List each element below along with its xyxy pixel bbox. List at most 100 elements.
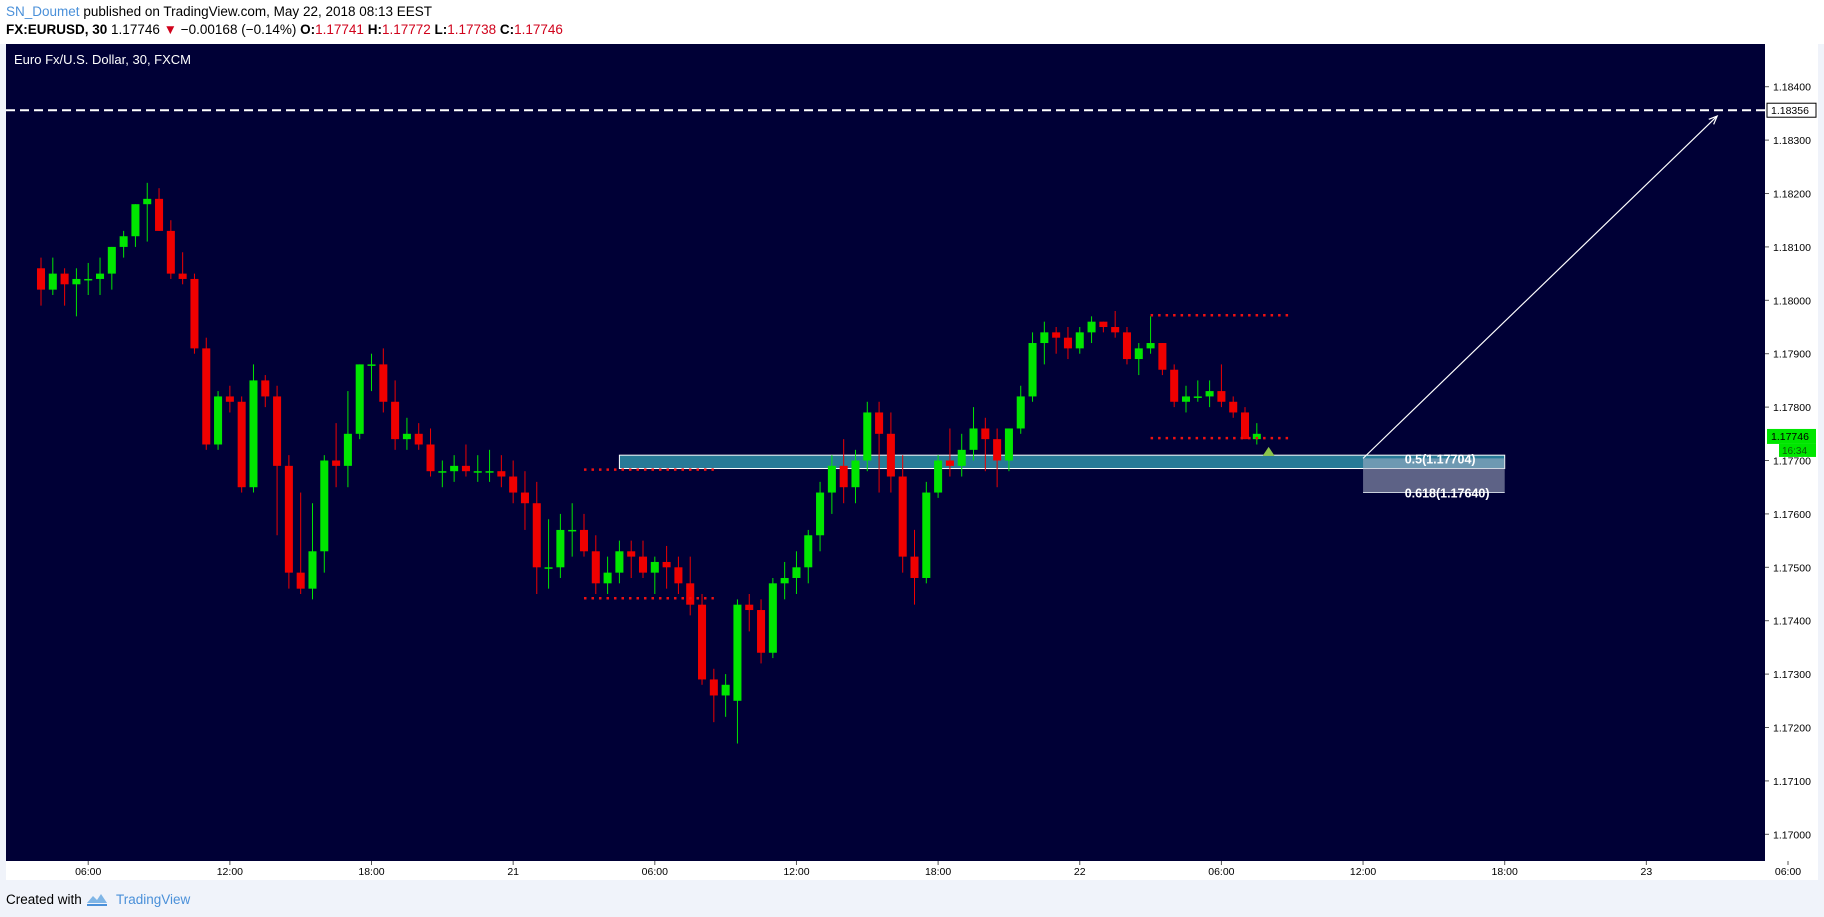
candle-body[interactable]: [816, 492, 825, 536]
candle-body[interactable]: [898, 476, 907, 557]
candle-body[interactable]: [155, 198, 164, 231]
candle-body[interactable]: [662, 561, 671, 568]
candle-body[interactable]: [615, 551, 624, 573]
candle-body[interactable]: [143, 198, 152, 205]
candle-body[interactable]: [969, 428, 978, 450]
candle-body[interactable]: [733, 604, 742, 701]
candle-body[interactable]: [792, 567, 801, 578]
candle-body[interactable]: [190, 278, 199, 349]
candle-body[interactable]: [438, 471, 447, 473]
candle-body[interactable]: [308, 551, 317, 589]
candle-body[interactable]: [875, 412, 884, 434]
projection-arrow[interactable]: [1362, 115, 1718, 459]
candle-body[interactable]: [674, 567, 683, 584]
candle-body[interactable]: [745, 604, 754, 611]
candle-body[interactable]: [1158, 343, 1167, 370]
author-link[interactable]: SN_Doumet: [6, 4, 80, 19]
candle-body[interactable]: [520, 492, 529, 504]
candle-body[interactable]: [981, 428, 990, 440]
candle-body[interactable]: [544, 567, 553, 569]
price-chart[interactable]: Euro Fx/U.S. Dollar, 30, FXCM 0.5(1.1770…: [6, 44, 1818, 880]
candle-body[interactable]: [1229, 401, 1238, 413]
candle-body[interactable]: [72, 278, 81, 285]
candle-body[interactable]: [591, 551, 600, 584]
candle-body[interactable]: [379, 364, 388, 402]
candle-body[interactable]: [296, 572, 305, 589]
candle-body[interactable]: [839, 465, 848, 488]
candle-body[interactable]: [1004, 428, 1013, 461]
candle-body[interactable]: [391, 401, 400, 440]
candle-body[interactable]: [343, 433, 352, 466]
candle-body[interactable]: [993, 439, 1002, 461]
candle-body[interactable]: [1205, 391, 1214, 397]
tradingview-logo-icon[interactable]: [86, 891, 108, 907]
candle-body[interactable]: [922, 492, 931, 578]
candle-body[interactable]: [1063, 337, 1072, 349]
candle-body[interactable]: [1028, 343, 1037, 397]
candle-body[interactable]: [638, 556, 648, 573]
candle-body[interactable]: [568, 529, 577, 532]
candle-body[interactable]: [497, 471, 506, 477]
candle-body[interactable]: [1170, 369, 1179, 402]
candle-body[interactable]: [698, 604, 707, 680]
candle-body[interactable]: [96, 273, 105, 279]
candle-body[interactable]: [1052, 332, 1061, 338]
candle-body[interactable]: [355, 364, 364, 434]
candle-body[interactable]: [532, 503, 541, 568]
candle-body[interactable]: [579, 529, 588, 552]
time-axis[interactable]: [6, 861, 1765, 880]
candle-body[interactable]: [1075, 332, 1084, 349]
candle-body[interactable]: [36, 268, 46, 290]
candle-body[interactable]: [721, 684, 730, 696]
candle-body[interactable]: [1087, 321, 1096, 333]
candle-body[interactable]: [450, 465, 459, 472]
candle-body[interactable]: [1146, 343, 1155, 349]
candle-body[interactable]: [367, 364, 376, 366]
candle-body[interactable]: [768, 583, 777, 653]
candle-body[interactable]: [1193, 396, 1202, 398]
candle-body[interactable]: [214, 396, 223, 445]
candle-body[interactable]: [886, 433, 895, 477]
candle-body[interactable]: [166, 230, 175, 274]
candle-body[interactable]: [780, 577, 789, 584]
candle-body[interactable]: [1217, 391, 1226, 402]
candle-body[interactable]: [178, 273, 187, 279]
candle-body[interactable]: [426, 444, 435, 472]
candle-body[interactable]: [84, 278, 93, 281]
candle-body[interactable]: [1016, 396, 1025, 429]
candle-body[interactable]: [757, 610, 766, 653]
candle-body[interactable]: [934, 460, 943, 493]
candle-body[interactable]: [414, 433, 423, 445]
candle-body[interactable]: [804, 535, 813, 568]
candle-body[interactable]: [709, 679, 718, 696]
candle-body[interactable]: [107, 246, 116, 274]
candle-body[interactable]: [686, 583, 695, 605]
candle-body[interactable]: [1111, 327, 1120, 333]
tradingview-brand-link[interactable]: TradingView: [116, 892, 191, 907]
candle-body[interactable]: [273, 396, 282, 466]
candle-body[interactable]: [1099, 321, 1108, 328]
candle-body[interactable]: [202, 348, 211, 445]
candle-body[interactable]: [131, 204, 140, 237]
fib-retracement-box[interactable]: [1363, 458, 1505, 493]
candle-body[interactable]: [237, 401, 246, 488]
candle-body[interactable]: [957, 449, 966, 466]
candle-body[interactable]: [48, 273, 57, 290]
candle-body[interactable]: [473, 471, 482, 473]
price-axis[interactable]: [1765, 44, 1818, 880]
candle-body[interactable]: [402, 433, 411, 440]
candle-body[interactable]: [509, 476, 518, 493]
candle-body[interactable]: [1040, 332, 1049, 344]
candle-body[interactable]: [827, 465, 836, 493]
candle-body[interactable]: [863, 412, 872, 461]
candle-body[interactable]: [945, 460, 954, 466]
candle-body[interactable]: [1241, 412, 1250, 440]
candle-body[interactable]: [461, 465, 470, 472]
plot-area[interactable]: [6, 44, 1765, 861]
candle-body[interactable]: [1181, 396, 1191, 402]
candle-body[interactable]: [1122, 332, 1131, 360]
candle-body[interactable]: [119, 236, 128, 247]
candle-body[interactable]: [556, 529, 565, 568]
candle-body[interactable]: [485, 471, 494, 473]
candle-body[interactable]: [1252, 433, 1261, 440]
